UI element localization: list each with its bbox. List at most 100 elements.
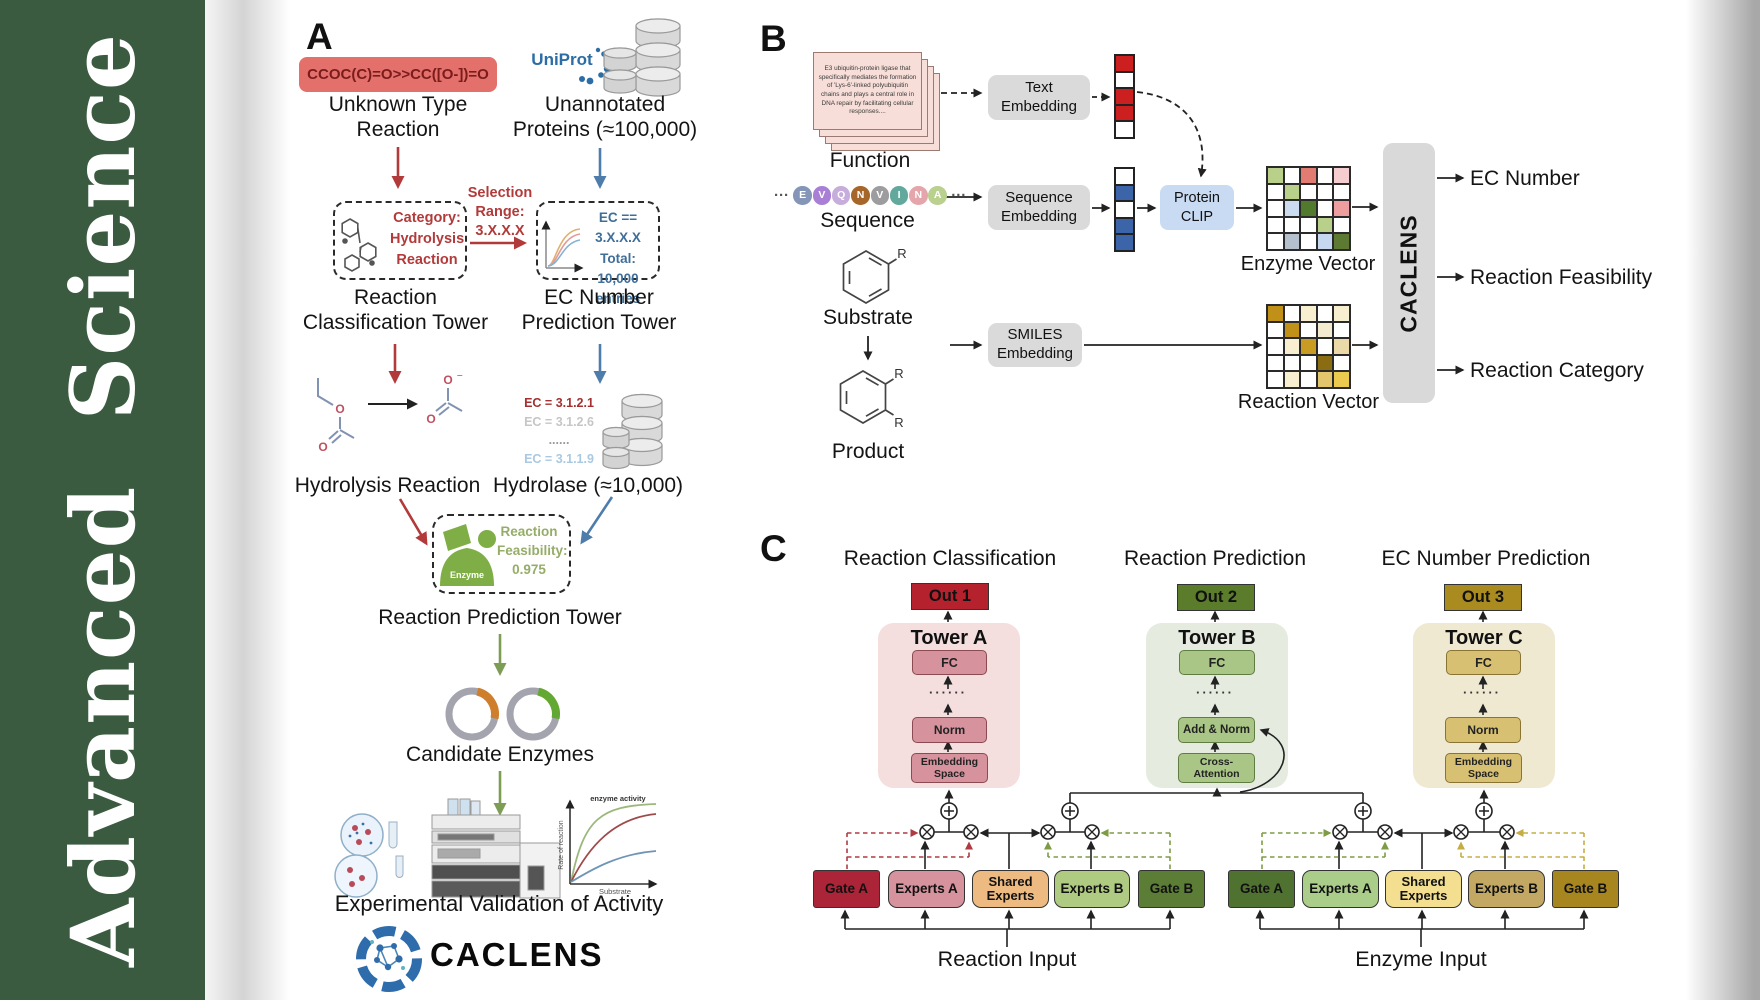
gate-a-left-connections [846,829,973,869]
output-reaction-category: Reaction Category [1470,359,1644,382]
grid-cell [1334,355,1349,370]
caclens-logo-text: CACLENS [430,936,604,973]
shared-experts-right-box: Shared Experts [1385,870,1462,908]
grid-cell [1284,339,1299,354]
vector-cell [1116,89,1133,104]
tower-a-norm: Norm [912,717,987,743]
title-reaction-prediction: Reaction Prediction [1123,547,1307,570]
ec-candidates-list: EC = 3.1.2.1 EC = 3.1.2.6...... EC = 3.1.1… [520,394,598,468]
grid-cell [1284,201,1299,216]
panel-b-arrows [863,88,1465,375]
grid-cell [1301,339,1316,354]
sequence-embedding-vector [1114,167,1135,252]
grid-cell [1317,372,1332,387]
caclens-model-block: CACLENS [1383,143,1435,403]
grid-cell [1284,306,1299,321]
grid-cell [1301,372,1316,387]
grid-cell [1317,168,1332,183]
add-icons [940,802,1493,820]
product-r1-label: R [894,366,903,381]
grid-cell [1301,201,1316,216]
gate-a-left-box: Gate A [813,870,880,908]
grid-cell [1334,168,1349,183]
kinetics-plot-icon: enzyme activity Rate of reaction Substra… [558,794,658,896]
experts-b-right-box: Experts B [1468,870,1545,908]
panel-c-label: C [760,528,787,569]
vector-cell [1116,202,1133,217]
enzyme-input-label: Enzyme Input [1355,947,1487,971]
caclens-logo-icon [356,926,422,992]
atom-o-3: O [443,373,452,387]
multiply-icons [919,824,1515,840]
ec-list-item: EC = 3.1.2.1 [524,396,594,410]
smiles-embedding-box: SMILES Embedding [988,323,1082,367]
grid-cell [1268,217,1283,232]
gate-a-right-connections [1261,829,1389,869]
page-edge-shadow-right [1686,0,1760,1000]
grid-cell [1301,217,1316,232]
ec-list-item: EC = 3.1.2.6 [524,414,594,429]
gate-b-left-box: Gate B [1138,870,1205,908]
text-embedding-vector [1114,54,1135,139]
text-embedding-box: Text Embedding [988,75,1090,120]
plasmid-icons [445,687,560,741]
grid-cell [1268,322,1283,337]
grid-cell [1284,217,1299,232]
grid-cell [1334,372,1349,387]
grid-cell [1284,234,1299,249]
substrate-molecule-icon: R [842,246,907,304]
database-icon-hydrolase [602,393,663,470]
shared-experts-left-box: Shared Experts [972,870,1049,908]
grid-cell [1284,355,1299,370]
grid-cell [1284,322,1299,337]
grid-cell [1268,306,1283,321]
tower-a-embedding: Embedding Space [911,753,988,783]
out3-box: Out 3 [1444,584,1522,611]
grid-cell [1317,184,1332,199]
journal-sidebar: Advanced Science [0,0,205,1000]
experts-a-right-box: Experts A [1302,870,1379,908]
protein-clip-box: Protein CLIP [1160,185,1234,230]
vector-cell [1116,218,1133,233]
gate-b-right-box: Gate B [1552,870,1619,908]
grid-cell [1268,201,1283,216]
grid-cell [1334,306,1349,321]
page-edge-shadow-left [205,0,290,1000]
output-reaction-feasibility: Reaction Feasibility [1470,266,1653,289]
function-card: E3 ubiquitin-protein ligase that specifi… [813,52,922,130]
tower-c-dots: ······ [1463,685,1501,700]
category-hydrolysis-text: Category: Hydrolysis Reaction [390,210,465,269]
tower-a-title: Tower A [910,627,988,649]
feasibility-text: Reaction Feasibility: 0.975 [497,524,568,577]
ec-list-item: ...... [548,433,570,447]
vector-cell [1116,105,1133,120]
grid-cell [1317,201,1332,216]
grid-cell [1268,168,1283,183]
grid-cell [1268,355,1283,370]
grid-cell [1301,184,1316,199]
reaction-input-label: Reaction Input [937,947,1077,971]
unannotated-proteins-label: Unannotated Proteins (≈100,000) [512,93,698,141]
substrate-r-label: R [897,246,906,261]
gate-a-right-box: Gate A [1228,870,1295,908]
tower-c-norm: Norm [1445,717,1521,743]
grid-cell [1268,234,1283,249]
out2-box: Out 2 [1177,584,1255,611]
tower-b-addnorm: Add & Norm [1178,717,1255,743]
vector-cell [1116,122,1133,137]
gate-b-left-connections [1044,829,1171,869]
residue-circle: V [870,186,890,205]
enzyme-vector-grid [1266,166,1351,251]
sequence-embedding-box: Sequence Embedding [988,185,1090,230]
unknown-reaction-label: Unknown Type Reaction [328,93,468,141]
out1-box: Out 1 [911,583,989,610]
function-label: Function [829,149,911,172]
ellipsis-right: ··· [951,186,967,204]
residue-circle: A [928,186,947,205]
ec-prediction-tower-label: EC Number Prediction Tower [521,286,677,334]
title-ec-number-prediction: EC Number Prediction [1381,547,1591,570]
tower-a-dots: ······ [929,685,967,700]
tower-c-fc: FC [1446,650,1521,675]
grid-cell [1284,184,1299,199]
atom-o-1: O [335,402,344,416]
